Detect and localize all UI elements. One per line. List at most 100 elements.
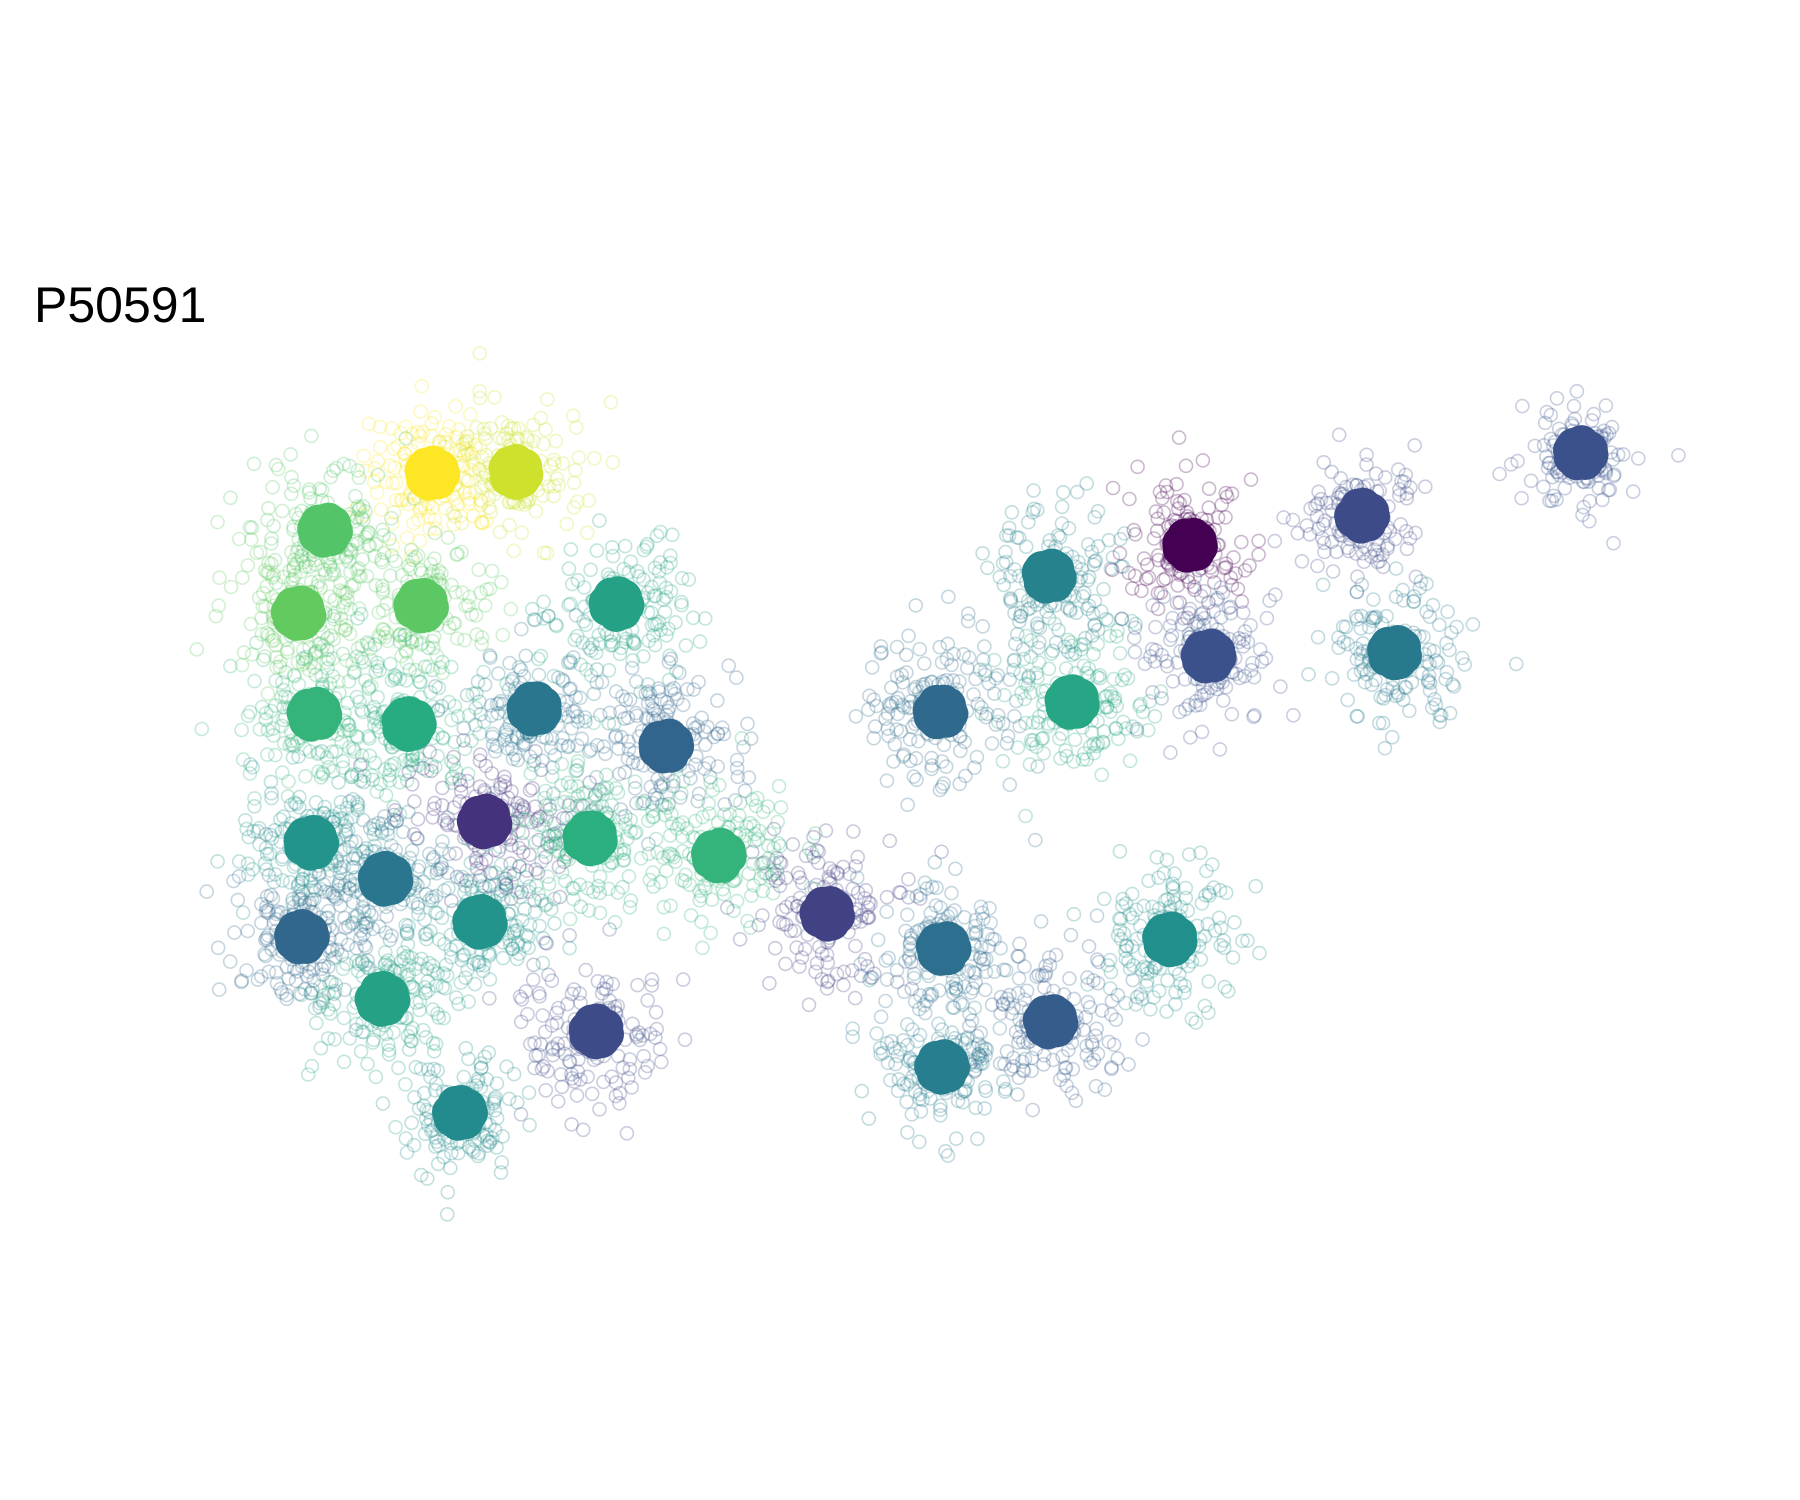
scatter-point — [526, 757, 541, 773]
scatter-point — [535, 955, 551, 971]
scatter-point — [341, 880, 357, 896]
scatter-point — [320, 660, 335, 676]
scatter-point — [474, 515, 490, 531]
scatter-point — [358, 915, 374, 931]
scatter-point — [888, 1056, 903, 1072]
scatter-point — [260, 686, 276, 701]
scatter-point — [274, 985, 290, 1000]
scatter-point — [623, 893, 639, 908]
scatter-point — [276, 735, 292, 751]
scatter-point — [690, 719, 706, 734]
scatter-point — [326, 811, 342, 827]
scatter-point — [386, 807, 402, 823]
scatter-point — [268, 575, 284, 591]
scatter-point — [579, 525, 595, 541]
scatter-point — [342, 794, 357, 809]
scatter-point — [266, 728, 281, 743]
scatter-point — [495, 627, 511, 643]
scatter-point — [242, 766, 258, 781]
scatter-point — [471, 562, 487, 578]
scatter-point — [263, 703, 279, 719]
scatter-point — [244, 647, 260, 662]
scatter-point — [375, 582, 391, 598]
scatter-point — [636, 572, 651, 587]
scatter-point — [580, 1069, 595, 1085]
scatter-point — [332, 865, 348, 881]
scatter-point — [1089, 908, 1105, 924]
scatter-point — [413, 674, 428, 690]
scatter-point — [330, 812, 346, 827]
scatter-point — [516, 799, 532, 815]
scatter-point — [592, 636, 607, 652]
scatter-point — [302, 895, 318, 911]
scatter-point — [298, 769, 313, 784]
scatter-point — [411, 512, 426, 528]
scatter-point — [253, 969, 269, 984]
scatter-point — [272, 659, 288, 675]
scatter-point — [406, 515, 421, 531]
scatter-point — [368, 536, 384, 552]
scatter-point — [483, 697, 499, 713]
scatter-point — [461, 491, 476, 507]
scatter-point — [438, 501, 453, 516]
scatter-point — [337, 910, 352, 926]
scatter-point — [482, 878, 497, 894]
scatter-point — [536, 545, 552, 561]
scatter-point — [403, 631, 419, 646]
scatter-point — [315, 994, 331, 1010]
scatter-point — [342, 458, 358, 474]
scatter-point — [493, 780, 508, 795]
scatter-point — [258, 840, 274, 856]
scatter-point — [349, 799, 365, 815]
scatter-point — [882, 833, 898, 849]
scatter-point — [349, 767, 365, 782]
scatter-point — [1418, 479, 1433, 495]
scatter-point — [516, 737, 531, 753]
scatter-point — [366, 710, 382, 726]
scatter-point — [475, 963, 491, 979]
scatter-point — [663, 555, 678, 571]
scatter-point — [335, 961, 351, 977]
scatter-point — [454, 952, 470, 968]
scatter-point — [482, 648, 498, 663]
scatter-point — [345, 894, 361, 910]
scatter-point — [401, 918, 416, 934]
scatter-point — [276, 682, 291, 698]
scatter-point — [527, 904, 543, 920]
scatter-point — [460, 766, 476, 782]
scatter-point — [616, 845, 632, 861]
scatter-point — [460, 598, 476, 613]
scatter-point — [397, 632, 413, 648]
scatter-point — [472, 726, 487, 741]
scatter-point — [624, 660, 640, 676]
scatter-point — [663, 584, 679, 599]
scatter-point — [568, 420, 584, 435]
scatter-point — [618, 816, 633, 832]
scatter-point — [211, 598, 226, 614]
scatter-point — [547, 916, 562, 931]
scatter-point — [399, 968, 415, 983]
scatter-point — [399, 530, 415, 546]
scatter-point — [354, 954, 370, 970]
scatter-point — [421, 893, 437, 908]
scatter-point — [411, 956, 427, 972]
scatter-point — [321, 651, 336, 667]
scatter-point — [269, 976, 285, 991]
scatter-point — [451, 996, 466, 1012]
scatter-point — [440, 810, 456, 826]
scatter-point — [263, 536, 279, 551]
scatter-point — [339, 653, 354, 668]
scatter-point — [437, 981, 453, 996]
scatter-point — [404, 950, 419, 966]
scatter-point — [904, 1107, 920, 1122]
scatter-point — [299, 968, 315, 984]
scatter-point — [440, 435, 455, 451]
scatter-point — [581, 744, 597, 759]
scatter-point — [475, 470, 491, 485]
scatter-point — [556, 854, 572, 870]
scatter-point — [461, 495, 477, 511]
scatter-point — [741, 770, 757, 785]
scatter-point — [467, 484, 483, 499]
scatter-point — [333, 931, 349, 947]
scatter-point — [554, 738, 569, 753]
